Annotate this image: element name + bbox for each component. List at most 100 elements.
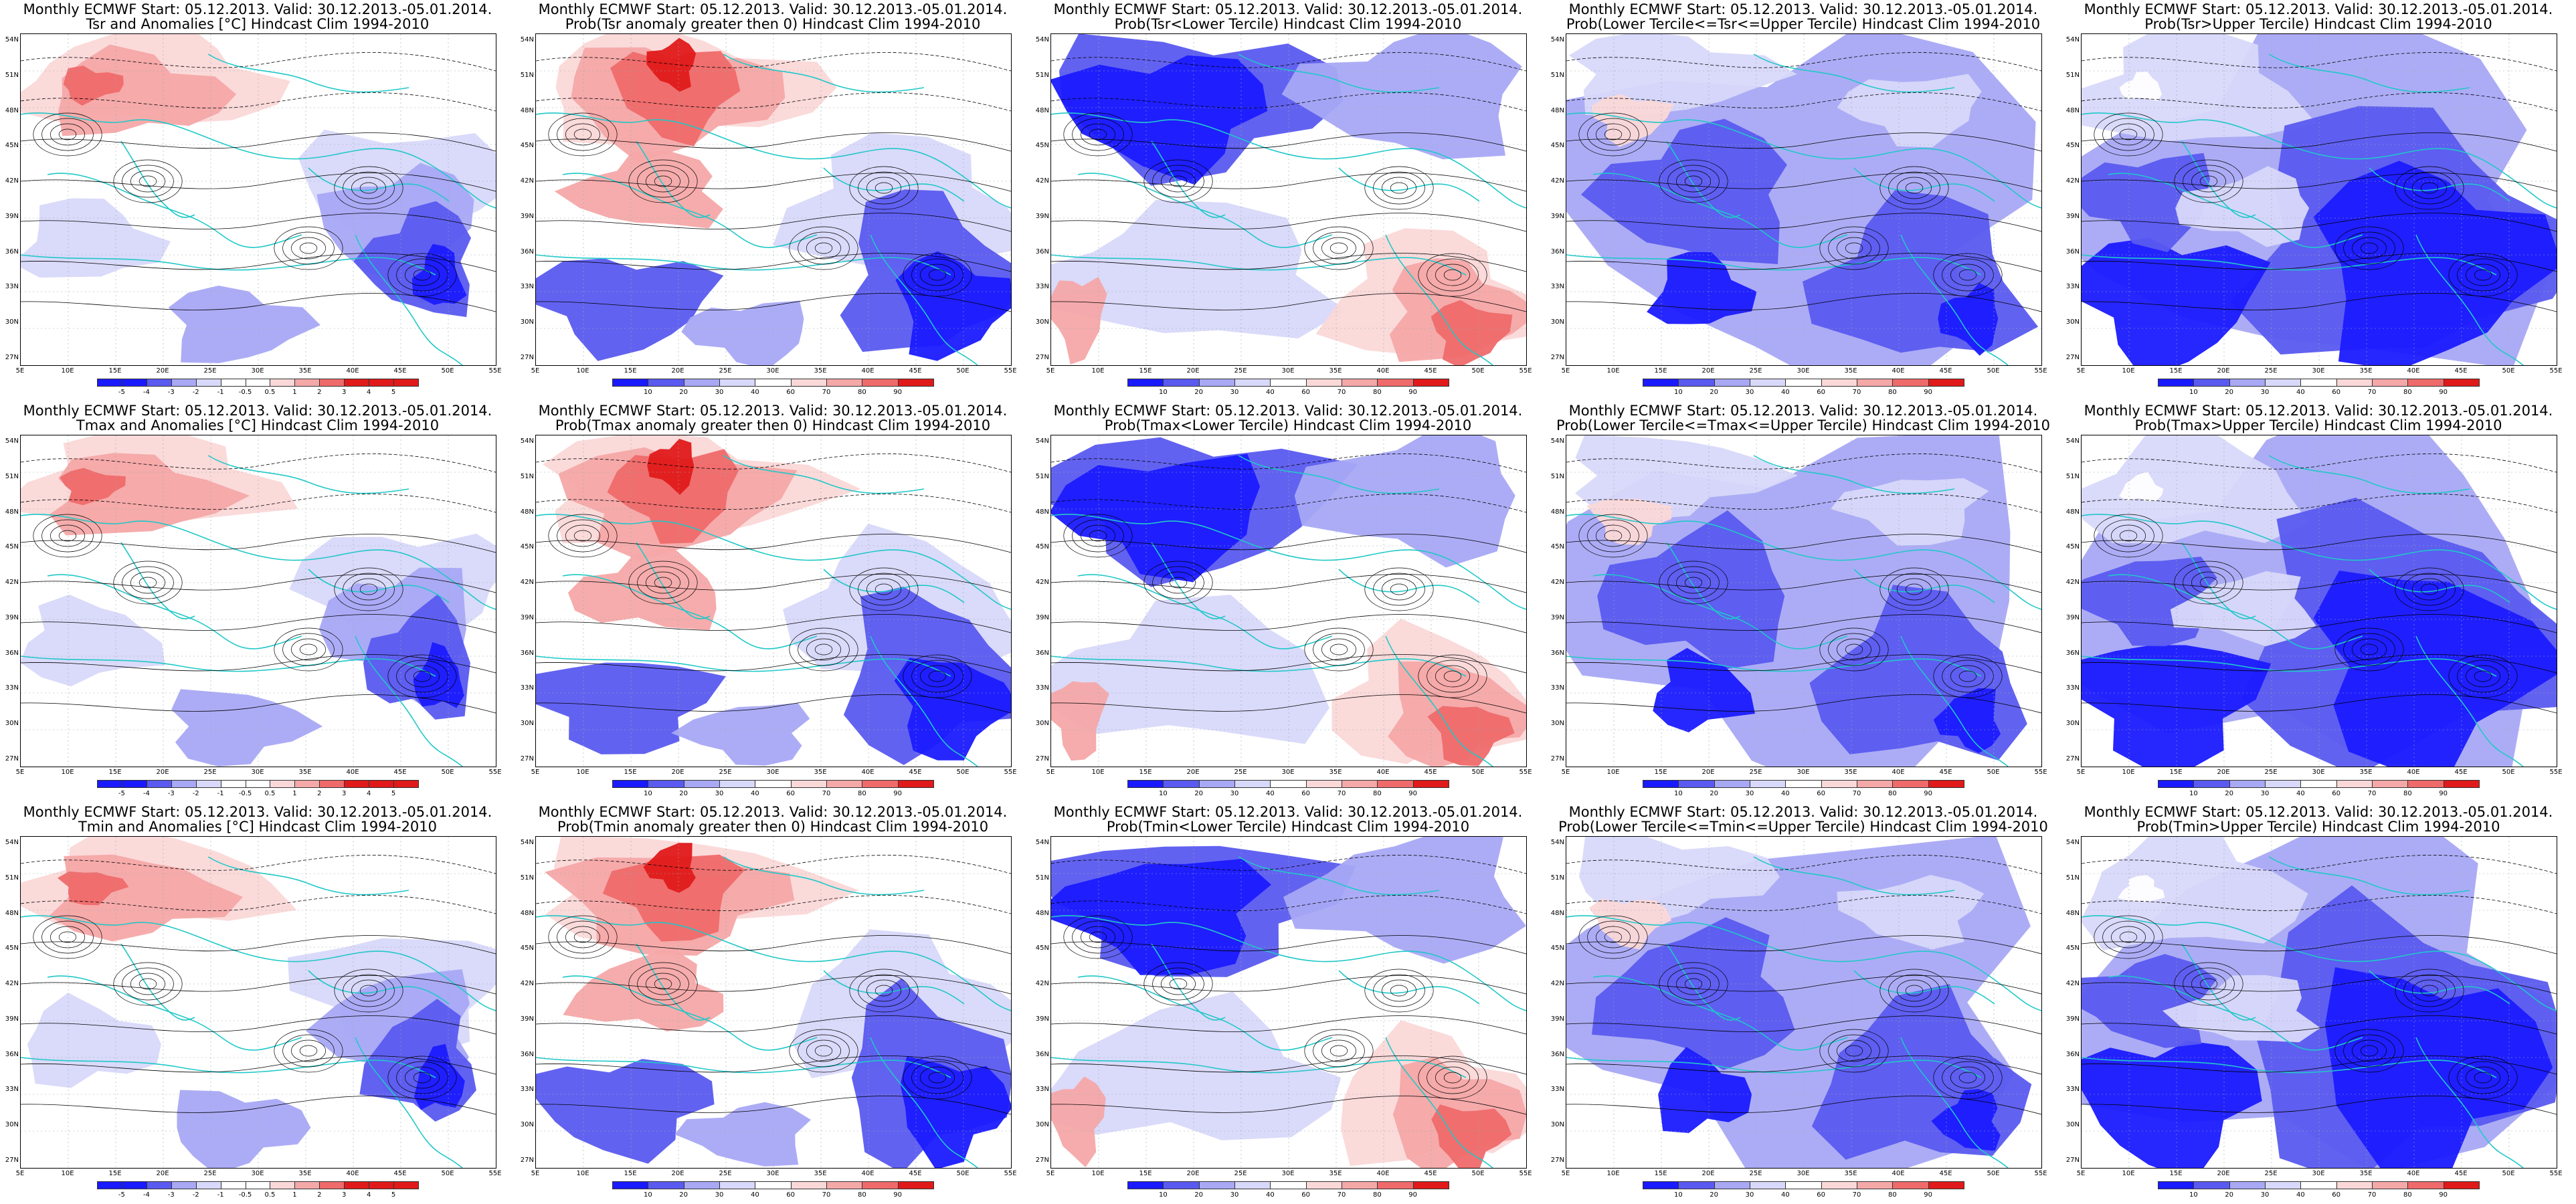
- longitude-tick-label: 10E: [2122, 1170, 2135, 1177]
- longitude-tick-label: 5E: [1046, 1170, 1055, 1177]
- terrain-contour: [351, 177, 386, 199]
- climatology-contour: [1566, 92, 2041, 112]
- climatology-contour: [1051, 534, 1526, 553]
- latitude-tick-label: 48N: [2065, 106, 2080, 114]
- climatology-contour: [1051, 213, 1526, 232]
- colorbar: 10 20 30 40 60 70 80 90: [1127, 780, 1449, 797]
- colorbar-segment: [245, 1181, 271, 1189]
- colorbar-segment: [1678, 1181, 1715, 1189]
- longitude-tick-label: 20E: [2217, 367, 2230, 375]
- terrain-contour: [1828, 1034, 1880, 1068]
- longitude-tick-label: 50E: [2502, 1170, 2515, 1177]
- terrain-contour: [565, 123, 600, 146]
- latitude-tick-label: 39N: [520, 613, 534, 621]
- longitude-tick-label: 55E: [2034, 769, 2047, 776]
- terrain-contour: [1382, 578, 1416, 601]
- map-canvas: [1566, 435, 2041, 767]
- colorbar-segment: [270, 379, 296, 387]
- terrain-contour: [33, 514, 102, 558]
- colorbar-segment: [2158, 379, 2195, 387]
- latitude-tick-label: 39N: [1035, 613, 1049, 621]
- shaded-probability-region: [602, 854, 745, 942]
- colorbar-segment: [1270, 780, 1307, 788]
- colorbar-tick-label: 60: [786, 790, 796, 797]
- terrain-contour: [557, 118, 609, 151]
- climatology-contour: [21, 935, 496, 955]
- colorbar-tick-label: -3: [167, 790, 175, 797]
- colorbar-segment: [2336, 1181, 2373, 1189]
- colorbar-segment: [121, 780, 147, 788]
- colorbar-segment: [171, 379, 197, 387]
- colorbar-tick-label: 20: [679, 790, 688, 797]
- terrain-contour: [2412, 578, 2447, 601]
- latitude-tick-label: 51N: [1035, 472, 1049, 480]
- shaded-probability-region: [894, 658, 1011, 761]
- colorbar-tick-label: 90: [893, 1191, 903, 1199]
- latitude-tick-label: 45N: [1035, 543, 1049, 551]
- latitude-tick-label: 48N: [5, 508, 19, 516]
- colorbar-segment: [2158, 780, 2195, 788]
- latitude-tick-label: 48N: [2065, 909, 2080, 917]
- latitude-tick-label: 45N: [1035, 944, 1049, 952]
- terrain-contour: [1879, 166, 1949, 210]
- coastline: [1566, 514, 2041, 610]
- terrain-contour: [299, 1045, 318, 1057]
- longitude-tick-label: 30E: [1797, 769, 1810, 776]
- colorbar-tick-label: 10: [1673, 389, 1683, 396]
- latitude-tick-label: 51N: [520, 874, 534, 882]
- terrain-contour: [2183, 566, 2235, 599]
- climatology-contour: [536, 1096, 1011, 1115]
- longitude-tick-label: 15E: [2169, 1170, 2183, 1177]
- panel-title-line-2: Prob(Tsr>Upper Tercile) Hindcast Clim 19…: [2144, 16, 2492, 32]
- latitude-tick-label: 39N: [5, 613, 19, 621]
- latitude-tick-label: 36N: [1550, 1050, 1564, 1058]
- terrain-contour: [2474, 670, 2492, 682]
- longitude-tick-label: 20E: [156, 1170, 169, 1177]
- colorbar-tick-label: 60: [2332, 790, 2341, 797]
- terrain-contour: [1684, 978, 1703, 990]
- colorbar-tick-label: -2: [192, 389, 199, 396]
- shaded-probability-region: [536, 1059, 715, 1164]
- colorbar-segment: [790, 780, 827, 788]
- terrain-contour: [1897, 578, 1932, 601]
- climatology-contour: [1051, 1096, 1526, 1115]
- colorbar-tick-label: 90: [1924, 389, 1933, 396]
- terrain-contour: [1596, 524, 1631, 547]
- panel-title-line-2: Prob(Lower Tercile<=Tmin<=Upper Tercile)…: [1558, 819, 2048, 835]
- latitude-tick-label: 42N: [2065, 177, 2080, 185]
- colorbar-segment: [1892, 1181, 1929, 1189]
- colorbar: -5 -4 -3 -2 -1 -0.5 0.5 1 2 3 4 5: [97, 780, 419, 797]
- panel-title-line-1: Monthly ECMWF Start: 05.12.2013. Valid: …: [538, 804, 1008, 820]
- colorbar-segment: [1821, 1181, 1857, 1189]
- longitude-tick-label: 10E: [1091, 1170, 1105, 1177]
- shaded-probability-region: [1647, 252, 1757, 324]
- terrain-contour: [628, 159, 698, 203]
- latitude-tick-label: 27N: [1035, 755, 1049, 763]
- colorbar-segment: [755, 780, 792, 788]
- terrain-contour: [654, 175, 672, 187]
- terrain-contour: [637, 566, 689, 599]
- longitude-tick-label: 35E: [298, 769, 312, 776]
- climatology-contour: [1566, 132, 2041, 152]
- longitude-tick-label: 30E: [251, 367, 264, 375]
- colorbar-segment: [369, 379, 395, 387]
- map-canvas: [1051, 34, 1526, 365]
- coastline: [1753, 455, 1955, 494]
- forecast-panel: Monthly ECMWF Start: 05.12.2013. Valid: …: [1030, 401, 1546, 803]
- terrain-contour: [1819, 627, 1889, 672]
- colorbar-tick-label: 0.5: [264, 389, 276, 396]
- terrain-contour: [1364, 567, 1434, 611]
- colorbar-tick-label: -5: [118, 1191, 125, 1199]
- colorbar-tick-label: 30: [715, 790, 724, 797]
- latitude-tick-label: 39N: [1035, 212, 1049, 220]
- colorbar-segment: [1234, 780, 1271, 788]
- colorbar-segment: [826, 379, 863, 387]
- colorbar-tick-label: 20: [1710, 1191, 1719, 1199]
- latitude-tick-label: 30N: [1550, 720, 1564, 728]
- terrain-contour: [343, 974, 395, 1007]
- colorbar-segment: [393, 780, 419, 788]
- latitude-tick-label: 51N: [1035, 71, 1049, 79]
- longitude-tick-label: 30E: [1281, 1170, 1295, 1177]
- terrain-contour: [1897, 177, 1932, 199]
